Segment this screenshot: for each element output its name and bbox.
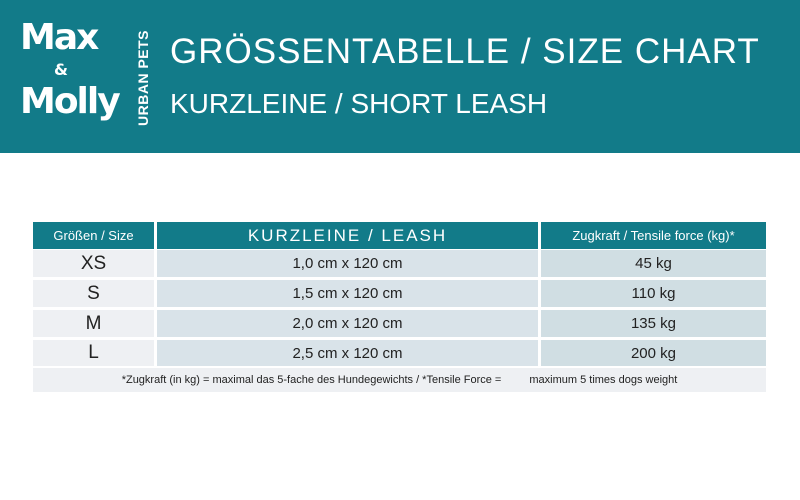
force-cell: 110 kg: [541, 280, 766, 307]
force-cell: 45 kg: [541, 250, 766, 277]
force-cell: 200 kg: [541, 340, 766, 366]
footnote: *Zugkraft (in kg) = maximal das 5-fache …: [33, 368, 766, 392]
leash-cell: 1,5 cm x 120 cm: [157, 280, 538, 307]
leash-cell: 1,0 cm x 120 cm: [157, 250, 538, 277]
brand-logo: Max & Molly: [20, 16, 130, 138]
page-subtitle: KURZLEINE / SHORT LEASH: [170, 88, 548, 119]
column-header-force: Zugkraft / Tensile force (kg)*: [541, 222, 766, 249]
page-title: GRÖSSENTABELLE / SIZE CHART: [170, 32, 760, 71]
logo-amp: &: [54, 60, 68, 79]
leash-cell: 2,5 cm x 120 cm: [157, 340, 538, 366]
header-banner: Max & Molly URBAN PETS GRÖSSENTABELLE / …: [0, 0, 800, 153]
footnote-de: *Zugkraft (in kg) = maximal das 5-fache …: [121, 374, 502, 386]
size-cell: L: [33, 340, 154, 366]
logo-tagline: URBAN PETS: [135, 30, 151, 127]
size-cell: XS: [33, 250, 154, 277]
size-cell: S: [33, 280, 154, 307]
logo-molly: Molly: [20, 81, 121, 122]
leash-cell: 2,0 cm x 120 cm: [157, 310, 538, 337]
logo-max: Max: [20, 17, 99, 58]
column-header-leash: KURZLEINE / LEASH: [157, 222, 538, 249]
column-header-size: Größen / Size: [33, 222, 154, 249]
size-cell: M: [33, 310, 154, 337]
force-cell: 135 kg: [541, 310, 766, 337]
footnote-en: maximum 5 times dogs weight: [529, 374, 678, 386]
